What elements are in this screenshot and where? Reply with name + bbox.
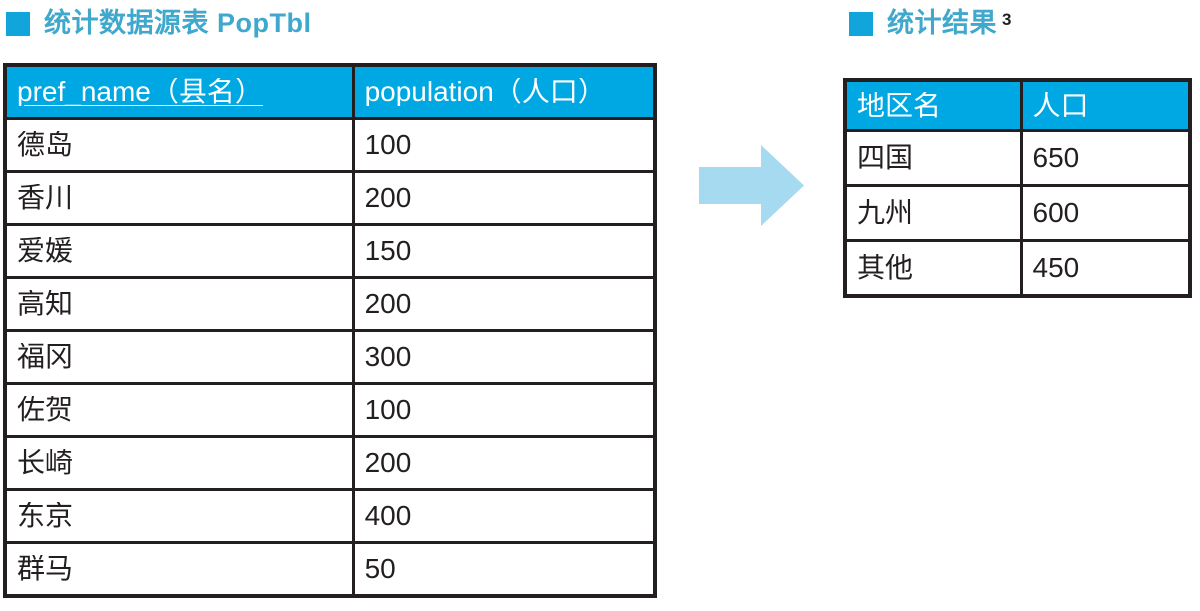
blue-square-bullet-icon [849, 11, 873, 36]
cell-population: 50 [351, 541, 657, 598]
table-row: 爱媛 150 [3, 223, 657, 279]
column-header-population-label: 人口 [1032, 91, 1089, 120]
cell-value: 长崎 [17, 449, 74, 477]
source-data-table: pref_name（县名） population（人口） 德岛 100 香川 2… [3, 63, 657, 598]
cell-region: 其他 [843, 239, 1023, 298]
cell-population: 600 [1019, 184, 1192, 242]
cell-value: 200 [364, 184, 412, 212]
table-row: 四国 650 [843, 129, 1192, 187]
cell-pref-name: 群马 [3, 541, 355, 598]
cell-population: 650 [1019, 129, 1192, 187]
table-row: 九州 600 [843, 184, 1192, 242]
result-section-superscript: 3 [1002, 10, 1012, 29]
cell-value: 高知 [17, 290, 74, 318]
cell-population: 200 [351, 435, 657, 491]
cell-population: 100 [351, 117, 657, 173]
column-header-region: 地区名 [843, 78, 1023, 132]
table-header-row: 地区名 人口 [843, 78, 1192, 132]
cell-value: 300 [364, 343, 412, 371]
cell-region: 九州 [843, 184, 1023, 242]
column-header-population: population（人口） [351, 63, 657, 120]
cell-population: 400 [351, 488, 657, 544]
column-header-population-label: population（人口） [364, 78, 606, 106]
cell-pref-name: 高知 [3, 276, 355, 332]
cell-population: 150 [351, 223, 657, 279]
cell-value: 200 [364, 290, 412, 318]
column-header-region-label: 地区名 [857, 91, 942, 120]
cell-value: 其他 [857, 254, 914, 282]
source-section-heading: 统计数据源表 PopTbl [6, 10, 311, 37]
table-row: 东京 400 [3, 488, 657, 544]
cell-pref-name: 东京 [3, 488, 355, 544]
cell-pref-name: 香川 [3, 170, 355, 226]
cell-value: 群马 [17, 555, 74, 583]
cell-value: 香川 [17, 184, 74, 212]
cell-value: 450 [1032, 254, 1080, 282]
table-row: 高知 200 [3, 276, 657, 332]
right-arrow-icon [699, 145, 804, 226]
table-row: 福冈 300 [3, 329, 657, 385]
cell-region: 四国 [843, 129, 1023, 187]
blue-square-bullet-icon [6, 11, 30, 36]
column-header-pref-name: pref_name（县名） [3, 63, 355, 120]
column-header-population: 人口 [1019, 78, 1192, 132]
table-row: 长崎 200 [3, 435, 657, 491]
cell-pref-name: 德岛 [3, 117, 355, 173]
cell-population: 100 [351, 382, 657, 438]
cell-value: 150 [364, 237, 412, 265]
result-section-title: 统计结果 [887, 8, 997, 38]
table-row: 德岛 100 [3, 117, 657, 173]
cell-pref-name: 福冈 [3, 329, 355, 385]
cell-population: 200 [351, 170, 657, 226]
cell-value: 100 [364, 396, 412, 424]
cell-value: 德岛 [17, 131, 74, 159]
table-row: 佐贺 100 [3, 382, 657, 438]
cell-pref-name: 长崎 [3, 435, 355, 491]
cell-value: 200 [364, 449, 412, 477]
cell-value: 佐贺 [17, 396, 74, 424]
cell-value: 福冈 [17, 343, 74, 371]
source-section-title: 统计数据源表 PopTbl [44, 8, 312, 38]
table-row: 香川 200 [3, 170, 657, 226]
cell-value: 四国 [857, 144, 914, 172]
cell-value: 100 [364, 131, 412, 159]
cell-value: 600 [1032, 199, 1080, 227]
cell-value: 爱媛 [17, 237, 74, 265]
table-header-row: pref_name（县名） population（人口） [3, 63, 657, 120]
cell-value: 东京 [17, 502, 74, 530]
cell-pref-name: 佐贺 [3, 382, 355, 438]
result-section-heading: 统计结果 3 [849, 10, 1011, 37]
result-data-table: 地区名 人口 四国 650 九州 600 其他 [843, 78, 1192, 298]
cell-pref-name: 爱媛 [3, 223, 355, 279]
cell-population: 450 [1019, 239, 1192, 298]
cell-value: 400 [364, 502, 412, 530]
cell-population: 200 [351, 276, 657, 332]
table-row: 其他 450 [843, 239, 1192, 298]
cell-value: 九州 [857, 199, 914, 227]
cell-value: 650 [1032, 144, 1080, 172]
cell-value: 50 [364, 555, 396, 583]
cell-population: 300 [351, 329, 657, 385]
table-row: 群马 50 [3, 541, 657, 598]
column-header-pref-name-label: pref_name（县名） [17, 78, 263, 106]
